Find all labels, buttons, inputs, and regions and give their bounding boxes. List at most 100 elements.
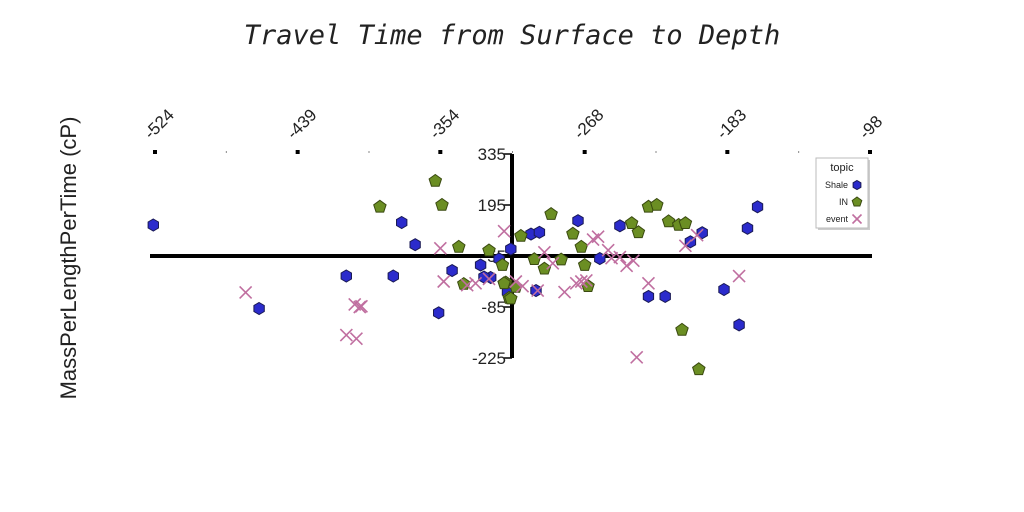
data-point-in [675, 322, 689, 336]
x-stroke [353, 300, 367, 314]
data-point-event [497, 224, 511, 238]
data-point-event [557, 285, 572, 299]
data-point-event [574, 274, 588, 289]
x-stroke [579, 273, 593, 287]
x-stroke [537, 245, 551, 259]
x-tick-mark [153, 150, 157, 154]
x-stroke [601, 243, 615, 257]
data-point-event [601, 243, 615, 257]
data-point-shale [340, 269, 352, 283]
data-point-in [495, 257, 510, 271]
chart-title: Travel Time from Surface to Depth [244, 20, 780, 51]
x-stroke [613, 250, 627, 264]
x-minor-tick [798, 151, 800, 153]
x-stroke [732, 269, 746, 283]
data-point-event [516, 279, 530, 293]
x-stroke [433, 241, 447, 255]
y-tick-label: -225 [472, 349, 506, 368]
x-stroke [348, 297, 362, 312]
x-stroke [620, 259, 634, 273]
data-point-in [650, 197, 664, 211]
data-point-in [435, 197, 449, 211]
data-point-event [579, 273, 593, 287]
data-points [147, 173, 764, 376]
data-point-event [349, 332, 363, 346]
data-point-in [566, 226, 580, 240]
x-stroke [469, 276, 483, 290]
data-point-in [678, 216, 693, 229]
data-point-shale [642, 289, 655, 303]
data-point-event [469, 276, 483, 290]
data-point-event [569, 276, 583, 290]
data-point-in [497, 276, 511, 290]
x-stroke [630, 350, 644, 364]
data-point-shale [751, 200, 764, 214]
y-tick-label: -85 [481, 298, 506, 317]
x-tick-label: -354 [426, 105, 463, 142]
x-stroke [239, 285, 253, 299]
legend-entry-label: event [826, 214, 849, 224]
x-minor-tick [655, 151, 657, 153]
x-stroke [509, 274, 523, 289]
data-point-event [239, 285, 253, 299]
x-stroke [690, 228, 704, 242]
x-stroke [604, 251, 619, 265]
legend-entry-marker [851, 213, 863, 225]
series-shale [147, 200, 764, 332]
data-point-event [509, 274, 523, 289]
data-point-shale [696, 226, 708, 240]
axes: -524-439-354-268-183-9833519555-85-225 [140, 105, 886, 368]
data-point-in [554, 252, 568, 266]
data-point-in [661, 214, 676, 228]
data-point-shale [505, 242, 517, 256]
data-point-event [626, 254, 640, 268]
x-stroke [516, 279, 530, 293]
data-point-event [613, 250, 627, 264]
data-point-shale [533, 225, 546, 239]
data-point-event [437, 274, 451, 289]
legend-title: topic [830, 162, 854, 174]
data-point-in [514, 228, 528, 242]
x-tick-mark [725, 150, 730, 154]
x-stroke [851, 213, 863, 225]
data-point-in [428, 173, 443, 187]
x-stroke [349, 332, 363, 346]
x-stroke [641, 276, 656, 290]
x-stroke [574, 274, 588, 289]
x-tick-mark [868, 150, 872, 154]
data-point-event [482, 272, 496, 286]
x-stroke [569, 276, 583, 290]
data-point-in [624, 216, 639, 229]
x-tick-mark [582, 150, 587, 154]
data-point-event [531, 284, 545, 298]
data-point-event [690, 228, 704, 242]
series-in [373, 173, 706, 376]
x-stroke [678, 239, 692, 253]
x-stroke [546, 256, 560, 270]
x-tick-mark [438, 150, 443, 154]
data-point-shale [733, 318, 745, 332]
y-axis-label: MassPerLengthPerTime (cP) [56, 117, 81, 400]
data-point-event [546, 256, 560, 270]
data-point-event [678, 239, 692, 253]
data-point-shale [409, 238, 421, 252]
series-event [239, 224, 746, 364]
x-stroke [460, 278, 474, 292]
data-point-shale [614, 219, 626, 233]
x-tick-label: -268 [570, 105, 607, 142]
legend-entry-label: Shale [825, 180, 848, 190]
data-point-event [537, 245, 551, 259]
data-point-event [591, 230, 605, 244]
data-point-in [577, 257, 592, 271]
x-stroke [497, 224, 511, 238]
x-stroke [482, 272, 496, 286]
data-point-event [732, 269, 746, 283]
data-point-shale [446, 264, 458, 278]
x-stroke [557, 285, 572, 299]
data-point-in [544, 206, 558, 220]
data-point-shale [253, 301, 265, 316]
data-point-shale [572, 214, 584, 228]
data-point-event [460, 278, 474, 292]
data-point-shale [741, 221, 754, 235]
